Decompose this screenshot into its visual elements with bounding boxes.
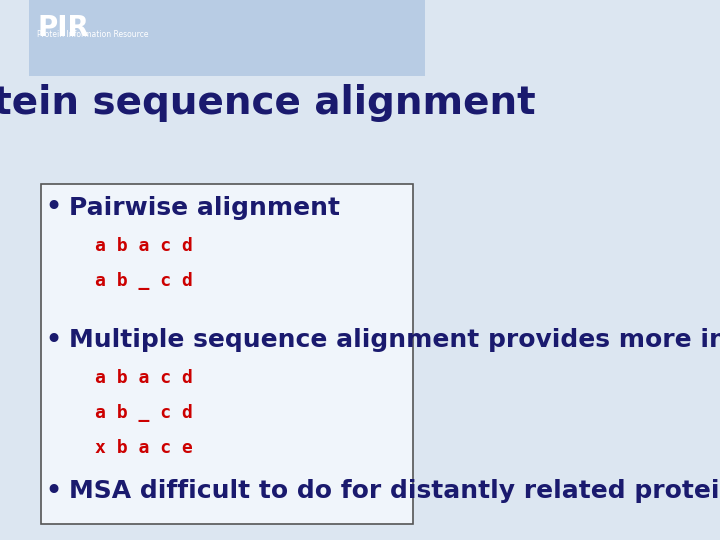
- Text: Multiple sequence alignment provides more information: Multiple sequence alignment provides mor…: [69, 328, 720, 352]
- Text: Pairwise alignment: Pairwise alignment: [69, 196, 340, 220]
- Text: •: •: [44, 477, 62, 506]
- FancyBboxPatch shape: [30, 0, 425, 76]
- Text: a b _ c d: a b _ c d: [94, 272, 192, 290]
- Text: •: •: [44, 193, 62, 222]
- Text: a b _ c d: a b _ c d: [94, 404, 192, 422]
- Text: a b a c d: a b a c d: [94, 369, 192, 387]
- Text: x b a c e: x b a c e: [94, 439, 192, 457]
- Text: a b a c d: a b a c d: [94, 237, 192, 255]
- Text: •: •: [44, 326, 62, 355]
- Text: MSA difficult to do for distantly related proteins: MSA difficult to do for distantly relate…: [69, 480, 720, 503]
- Text: Protein Information Resource: Protein Information Resource: [37, 30, 149, 39]
- FancyBboxPatch shape: [41, 184, 413, 524]
- Text: Protein sequence alignment: Protein sequence alignment: [0, 84, 536, 122]
- Text: PIR: PIR: [37, 14, 89, 42]
